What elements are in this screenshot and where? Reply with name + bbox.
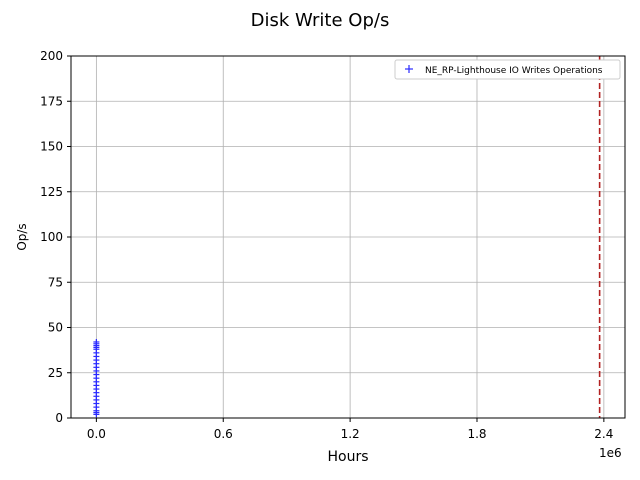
y-tick-label: 100	[40, 230, 63, 244]
x-tick-label: 2.4	[594, 427, 613, 441]
data-point	[93, 409, 100, 416]
y-tick-label: 25	[48, 366, 63, 380]
x-tick-label: 0.0	[87, 427, 106, 441]
x-axis-ticks: 0.0 0.6 1.2 1.8 2.4	[87, 418, 613, 441]
plot-marks	[93, 56, 601, 418]
x-tick-label: 0.6	[214, 427, 233, 441]
x-axis-title: Hours	[327, 449, 368, 465]
y-tick-label: 200	[40, 49, 63, 63]
plot-frame	[70, 55, 626, 419]
x-axis-offset-label: 1e6	[599, 446, 622, 460]
y-tick-label: 150	[40, 140, 63, 154]
legend-label: NE_RP-Lighthouse IO Writes Operations	[425, 66, 603, 76]
legend-marker	[405, 65, 413, 73]
legend: NE_RP-Lighthouse IO Writes Operations	[394, 59, 621, 80]
legend-box	[394, 59, 621, 80]
y-axis-ticks: 0 25 50 75 100 125 150 175 200	[40, 49, 71, 425]
x-tick-label: 1.8	[467, 427, 486, 441]
chart-title: Disk Write Op/s	[251, 10, 390, 31]
y-tick-label: 50	[48, 321, 63, 335]
x-tick-label: 1.2	[341, 427, 360, 441]
grid-lines	[71, 55, 625, 419]
y-tick-label: 75	[48, 275, 63, 289]
data-point	[93, 338, 100, 345]
y-axis-title: Op/s	[15, 223, 29, 250]
y-tick-label: 175	[40, 94, 63, 108]
y-tick-label: 125	[40, 185, 63, 199]
y-tick-label: 0	[55, 411, 63, 425]
